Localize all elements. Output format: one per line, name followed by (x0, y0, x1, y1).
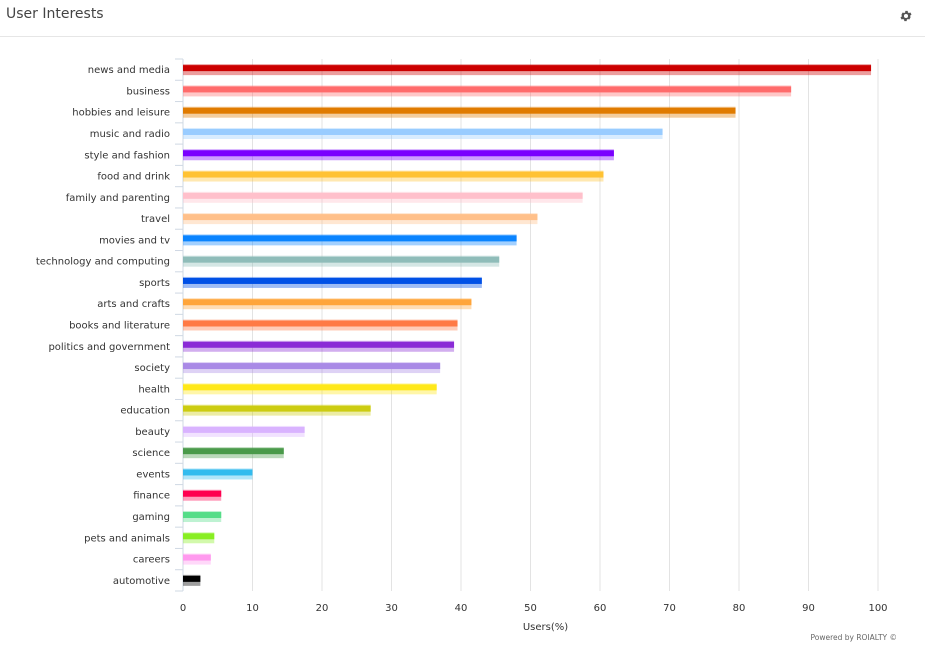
category-label: finance (133, 491, 170, 502)
category-label: family and parenting (66, 193, 170, 204)
x-tick-label: 50 (524, 603, 537, 614)
footer-credit: Powered by ROIALTY © (810, 633, 897, 642)
category-label: business (126, 86, 170, 97)
bar-band (183, 299, 472, 306)
category-label: food and drink (97, 172, 170, 183)
category-label: style and fashion (84, 150, 170, 161)
bar-band (183, 128, 663, 135)
x-tick-label: 10 (246, 603, 259, 614)
category-label: travel (141, 214, 170, 225)
bar-band (183, 490, 222, 497)
chart-title: User Interests (6, 6, 104, 22)
bar-band (183, 512, 222, 519)
category-label: movies and tv (99, 235, 170, 246)
bar-band (183, 533, 215, 540)
bar-band (183, 448, 284, 455)
bar-band (183, 86, 792, 93)
category-label: science (132, 448, 170, 459)
category-label: music and radio (90, 129, 170, 140)
category-label: events (136, 469, 170, 480)
bar-band (183, 192, 583, 199)
category-label: news and media (88, 65, 170, 76)
category-label: beauty (135, 427, 170, 438)
x-tick-label: 70 (663, 603, 676, 614)
category-label: hobbies and leisure (72, 108, 170, 119)
category-label: technology and computing (36, 257, 170, 268)
x-tick-label: 20 (316, 603, 329, 614)
bar-band (183, 384, 437, 391)
category-label: books and literature (69, 321, 170, 332)
bar-band (183, 65, 872, 72)
category-label: politics and government (48, 342, 170, 353)
bar-band (183, 341, 455, 348)
bar-band (183, 107, 736, 114)
bar-band (183, 320, 458, 327)
category-label: arts and crafts (97, 299, 170, 310)
bar-band (183, 277, 482, 284)
x-tick-label: 90 (802, 603, 815, 614)
bar-band (183, 405, 371, 412)
bar-band (183, 171, 604, 178)
bar-band (183, 469, 253, 476)
category-label: automotive (113, 576, 170, 587)
x-axis-label: Users(%) (523, 622, 568, 632)
x-tick-label: 80 (733, 603, 746, 614)
x-tick-label: 30 (385, 603, 398, 614)
x-tick-label: 40 (455, 603, 468, 614)
bar-band (183, 363, 441, 370)
bar-band (183, 554, 211, 561)
category-label: pets and animals (84, 533, 170, 544)
category-label: society (134, 363, 170, 374)
x-tick-label: 100 (868, 603, 887, 614)
bar-band (183, 235, 517, 242)
x-tick-label: 0 (180, 603, 186, 614)
bar-band (183, 150, 614, 157)
gear-icon[interactable] (899, 9, 913, 23)
category-label: gaming (132, 512, 170, 523)
x-tick-label: 60 (594, 603, 607, 614)
category-label: health (138, 384, 170, 395)
category-label: education (120, 406, 170, 417)
bar-chart: news and media business hobbies and leisur… (36, 58, 888, 632)
chart-header: User Interests (0, 0, 925, 37)
bar-band (183, 214, 538, 221)
bar-band (183, 575, 201, 582)
category-label: careers (133, 555, 170, 566)
bar-band (183, 256, 500, 263)
category-label: sports (139, 278, 170, 289)
bar-band (183, 426, 305, 433)
